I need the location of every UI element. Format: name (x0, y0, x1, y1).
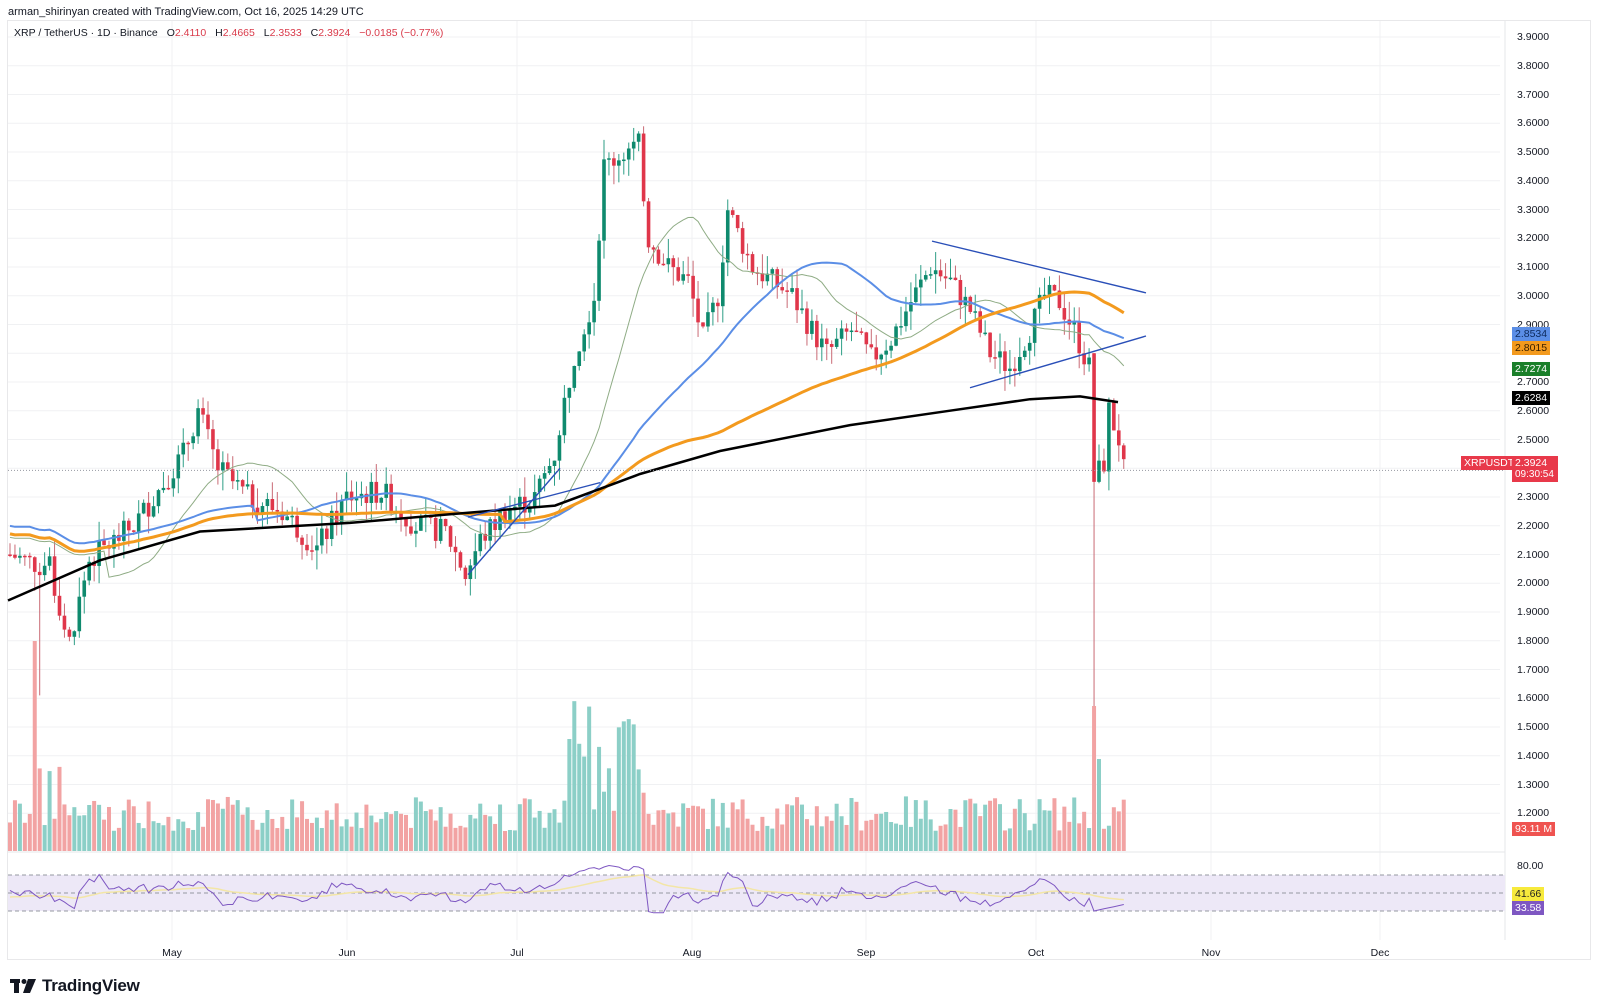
month-dec: Dec (1370, 947, 1390, 959)
price-tick: 2.7000 (1517, 376, 1550, 388)
symbol-price-tag: XRPUSDT (1461, 456, 1518, 470)
price-tick: 1.2000 (1517, 807, 1550, 820)
ma100-tag: 2.8015 (1512, 341, 1551, 355)
price-tick: 3.8000 (1517, 59, 1550, 72)
price-tick: 3.2000 (1517, 232, 1550, 245)
price-tick: 3.0000 (1517, 289, 1550, 302)
month-may: May (162, 947, 182, 959)
volume-tag: 93.11 M (1512, 822, 1556, 836)
chart-caption: arman_shirinyan created with TradingView… (8, 6, 364, 18)
price-tick: 2.1000 (1517, 548, 1550, 561)
low-value: 2.3533 (269, 27, 302, 39)
price-tick: 1.9000 (1517, 606, 1550, 618)
price-tick: 3.6000 (1517, 117, 1550, 130)
month-oct: Oct (1027, 947, 1045, 959)
rsi-ma-tag: 41.66 (1512, 887, 1545, 901)
price-tick: 3.1000 (1517, 261, 1550, 273)
tradingview-logo[interactable]: TradingView (10, 976, 140, 996)
ma20-tag: 2.7274 (1512, 362, 1551, 376)
price-tick: 3.9000 (1517, 31, 1550, 43)
symbol-name: XRP / TetherUS · 1D · Binance (14, 27, 158, 39)
price-tick: 1.4000 (1517, 749, 1550, 762)
high-value: 2.4665 (222, 27, 255, 39)
price-tick: 2.0000 (1517, 577, 1550, 590)
price-tick: 3.5000 (1517, 146, 1550, 158)
price-tick: 2.5000 (1517, 433, 1550, 446)
symbol-legend: XRP / TetherUS · 1D · Binance O2.4110 H2… (14, 27, 444, 39)
open-value: 2.4110 (174, 27, 207, 39)
price-tick: 3.7000 (1517, 88, 1550, 101)
close-value: 2.3924 (318, 27, 351, 39)
ma50-tag: 2.8534 (1512, 327, 1551, 341)
price-tick: 1.5000 (1517, 721, 1550, 733)
month-nov: Nov (1201, 947, 1221, 959)
price-tick: 2.3000 (1517, 491, 1550, 503)
last-price-tag: 2.3924 09:30:54 (1512, 456, 1558, 482)
rsi-tag: 33.58 (1512, 901, 1545, 915)
ma200-tag: 2.6284 (1512, 391, 1551, 405)
tradingview-logo-text: TradingView (42, 976, 140, 995)
price-tick: 3.4000 (1517, 174, 1550, 187)
last-price: 2.3924 (1515, 457, 1548, 469)
price-tick: 1.3000 (1517, 778, 1550, 791)
price-tick: 2.6000 (1517, 404, 1550, 417)
month-jul: Jul (510, 947, 524, 959)
bar-countdown: 09:30:54 (1515, 469, 1554, 480)
price-tick: 2.2000 (1517, 519, 1550, 532)
month-aug: Aug (682, 947, 702, 959)
rsi-axis-80: 80.00 (1517, 860, 1544, 872)
price-tick: 3.3000 (1517, 203, 1550, 216)
price-tick: 1.7000 (1517, 663, 1550, 676)
price-tick: 1.6000 (1517, 692, 1550, 705)
month-jun: Jun (338, 947, 356, 959)
price-tick: 1.8000 (1517, 634, 1550, 647)
month-sep: Sep (856, 947, 876, 959)
change-value: −0.0185 (−0.77%) (359, 27, 444, 39)
tradingview-logo-icon (10, 979, 36, 993)
